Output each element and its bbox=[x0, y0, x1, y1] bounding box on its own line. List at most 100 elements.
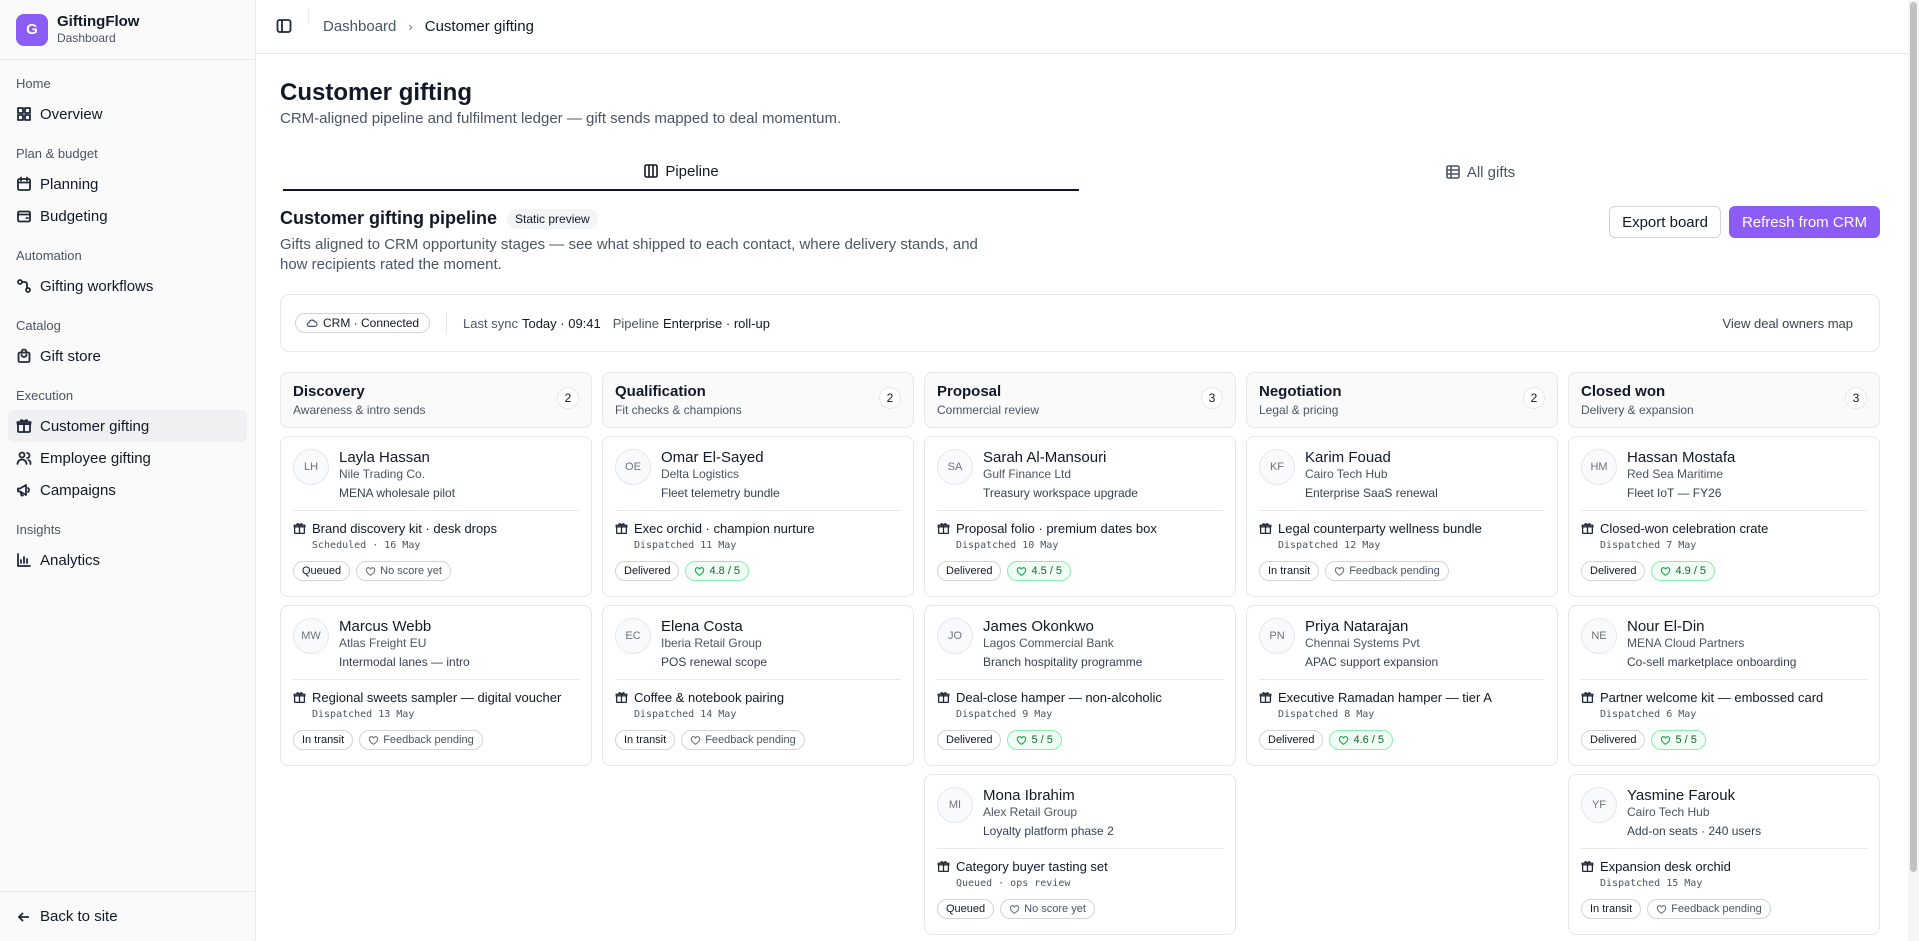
sidebar-item-label: Campaigns bbox=[40, 481, 116, 499]
sidebar-item-gift-store[interactable]: Gift store bbox=[8, 340, 247, 372]
gift-icon bbox=[1259, 692, 1272, 704]
view-deal-owners-map-link[interactable]: View deal owners map bbox=[1722, 315, 1853, 331]
back-to-site-link[interactable]: Back to site bbox=[0, 891, 255, 941]
sidebar-item-analytics[interactable]: Analytics bbox=[8, 544, 247, 576]
delivery-status-badge: In transit bbox=[293, 730, 354, 750]
sidebar-item-label: Analytics bbox=[40, 551, 101, 569]
dispatch-status: Dispatched 9 May bbox=[956, 709, 1053, 720]
column-subtitle: Commercial review bbox=[937, 403, 1040, 417]
deal-note: Fleet telemetry bundle bbox=[661, 486, 780, 500]
crm-status-text: CRM · Connected bbox=[323, 316, 420, 330]
sidebar: G GiftingFlow Dashboard Home Overview Plan… bbox=[0, 0, 256, 941]
sidebar-item-employee-gifting[interactable]: Employee gifting bbox=[8, 442, 247, 474]
avatar: EC bbox=[615, 618, 651, 654]
sidebar-item-customer-gifting[interactable]: Customer gifting bbox=[8, 410, 247, 442]
contact-info: LH Layla Hassan Nile Trading Co. MENA whole… bbox=[293, 449, 579, 511]
sidebar-item-planning[interactable]: Planning bbox=[8, 168, 247, 200]
app-logo: G bbox=[16, 13, 48, 46]
export-board-button[interactable]: Export board bbox=[1609, 206, 1721, 238]
deal-note: MENA wholesale pilot bbox=[339, 486, 456, 500]
column-title: Discovery bbox=[293, 383, 365, 400]
dispatch-status: Queued · ops review bbox=[956, 878, 1071, 889]
delivery-status-badge: Delivered bbox=[1581, 730, 1646, 750]
nav-section-heading: Catalog bbox=[16, 318, 61, 333]
gift-name: Category buyer tasting set bbox=[956, 859, 1108, 874]
avatar: JO bbox=[937, 618, 973, 654]
sidebar-item-budgeting[interactable]: Budgeting bbox=[8, 200, 247, 232]
deal-note: POS renewal scope bbox=[661, 655, 768, 669]
gift-row: Legal counterparty wellness bundle bbox=[1259, 521, 1545, 536]
deal-card[interactable]: MW Marcus Webb Atlas Freight EU Intermodal … bbox=[280, 605, 592, 766]
delivery-status-badge: Queued bbox=[293, 561, 351, 581]
contact-name: Layla Hassan bbox=[339, 449, 430, 466]
contact-name: Priya Natarajan bbox=[1305, 618, 1409, 635]
topbar: Dashboard › Customer gifting bbox=[256, 0, 1908, 54]
gift-icon bbox=[1581, 861, 1594, 873]
gift-icon bbox=[937, 861, 950, 873]
chart-icon bbox=[17, 553, 31, 567]
deal-card[interactable]: HM Hassan Mostafa Red Sea Maritime Fleet Io… bbox=[1568, 436, 1880, 597]
column-title: Qualification bbox=[615, 383, 706, 400]
column-header: Negotiation Legal & pricing 2 bbox=[1246, 372, 1558, 428]
gift-icon bbox=[293, 692, 306, 704]
breadcrumb-current: Customer gifting bbox=[424, 18, 534, 35]
gift-icon bbox=[937, 692, 950, 704]
tab-all-gifts[interactable]: All gifts bbox=[1082, 153, 1878, 191]
company-name: Iberia Retail Group bbox=[661, 636, 762, 650]
deal-card[interactable]: PN Priya Natarajan Chennai Systems Pvt APAC… bbox=[1246, 605, 1558, 766]
deal-card[interactable]: MI Mona Ibrahim Alex Retail Group Loyalty p… bbox=[924, 774, 1236, 935]
score-badge: 5 / 5 bbox=[1651, 730, 1706, 750]
sidebar-item-overview[interactable]: Overview bbox=[8, 98, 247, 130]
company-name: Chennai Systems Pvt bbox=[1305, 636, 1420, 650]
sidebar-toggle-button[interactable] bbox=[276, 18, 294, 36]
contact-info: MW Marcus Webb Atlas Freight EU Intermodal … bbox=[293, 618, 579, 680]
gift-name: Proposal folio · premium dates box bbox=[956, 521, 1157, 536]
gift-name: Regional sweets sampler — digital vouche… bbox=[312, 690, 562, 705]
breadcrumb-dashboard[interactable]: Dashboard bbox=[323, 18, 397, 35]
nav-section-heading: Insights bbox=[16, 522, 61, 537]
deal-card[interactable]: EC Elena Costa Iberia Retail Group POS rene… bbox=[602, 605, 914, 766]
sidebar-item-label: Gift store bbox=[40, 347, 101, 365]
view-tabs: Pipeline All gifts bbox=[280, 153, 1880, 191]
delivery-status-badge: Queued bbox=[937, 899, 995, 919]
deal-card[interactable]: SA Sarah Al-Mansouri Gulf Finance Ltd Treas… bbox=[924, 436, 1236, 597]
scrollbar-thumb[interactable] bbox=[1910, 2, 1917, 872]
column-title: Closed won bbox=[1581, 383, 1666, 400]
avatar: LH bbox=[293, 449, 329, 485]
deal-card[interactable]: YF Yasmine Farouk Cairo Tech Hub Add-on sea… bbox=[1568, 774, 1880, 935]
deal-card[interactable]: KF Karim Fouad Cairo Tech Hub Enterprise Sa… bbox=[1246, 436, 1558, 597]
dispatch-status: Dispatched 15 May bbox=[1600, 878, 1703, 889]
heart-icon bbox=[1661, 566, 1671, 576]
dispatch-status: Dispatched 14 May bbox=[634, 709, 737, 720]
heart-icon bbox=[1017, 566, 1027, 576]
sidebar-item-label: Employee gifting bbox=[40, 449, 151, 467]
deal-card[interactable]: LH Layla Hassan Nile Trading Co. MENA whole… bbox=[280, 436, 592, 597]
badge-row: Delivered 5 / 5 bbox=[1581, 730, 1867, 750]
score-text: 4.9 / 5 bbox=[1675, 565, 1707, 577]
badge-row: In transit Feedback pending bbox=[1581, 899, 1867, 919]
company-name: Gulf Finance Ltd bbox=[983, 467, 1072, 481]
deal-card[interactable]: OE Omar El-Sayed Delta Logistics Fleet tele… bbox=[602, 436, 914, 597]
deal-note: APAC support expansion bbox=[1305, 655, 1439, 669]
tab-label: Pipeline bbox=[665, 162, 719, 180]
nav-section: Plan & budget Planning Budgeting bbox=[0, 144, 255, 232]
scrollbar[interactable] bbox=[1908, 0, 1919, 941]
badge-row: Queued No score yet bbox=[937, 899, 1223, 919]
brand[interactable]: G GiftingFlow Dashboard bbox=[0, 0, 255, 60]
sidebar-item-gifting-workflows[interactable]: Gifting workflows bbox=[8, 270, 247, 302]
nav-section-heading: Automation bbox=[16, 248, 82, 263]
heart-icon bbox=[365, 566, 376, 576]
contact-name: James Okonkwo bbox=[983, 618, 1094, 635]
nav-section-heading: Home bbox=[16, 76, 51, 91]
deal-card[interactable]: JO James Okonkwo Lagos Commercial Bank Bran… bbox=[924, 605, 1236, 766]
gift-icon bbox=[293, 523, 306, 535]
tab-pipeline[interactable]: Pipeline bbox=[283, 153, 1079, 191]
score-text: Feedback pending bbox=[1671, 903, 1762, 915]
sidebar-item-campaigns[interactable]: Campaigns bbox=[8, 474, 247, 506]
deal-card[interactable]: NE Nour El-Din MENA Cloud Partners Co-sell … bbox=[1568, 605, 1880, 766]
refresh-from-crm-button[interactable]: Refresh from CRM bbox=[1728, 206, 1880, 238]
divider bbox=[446, 312, 448, 334]
badge-row: In transit Feedback pending bbox=[1259, 561, 1545, 581]
pipeline-label: Pipeline bbox=[612, 315, 660, 331]
delivery-status-badge: In transit bbox=[1259, 561, 1320, 581]
